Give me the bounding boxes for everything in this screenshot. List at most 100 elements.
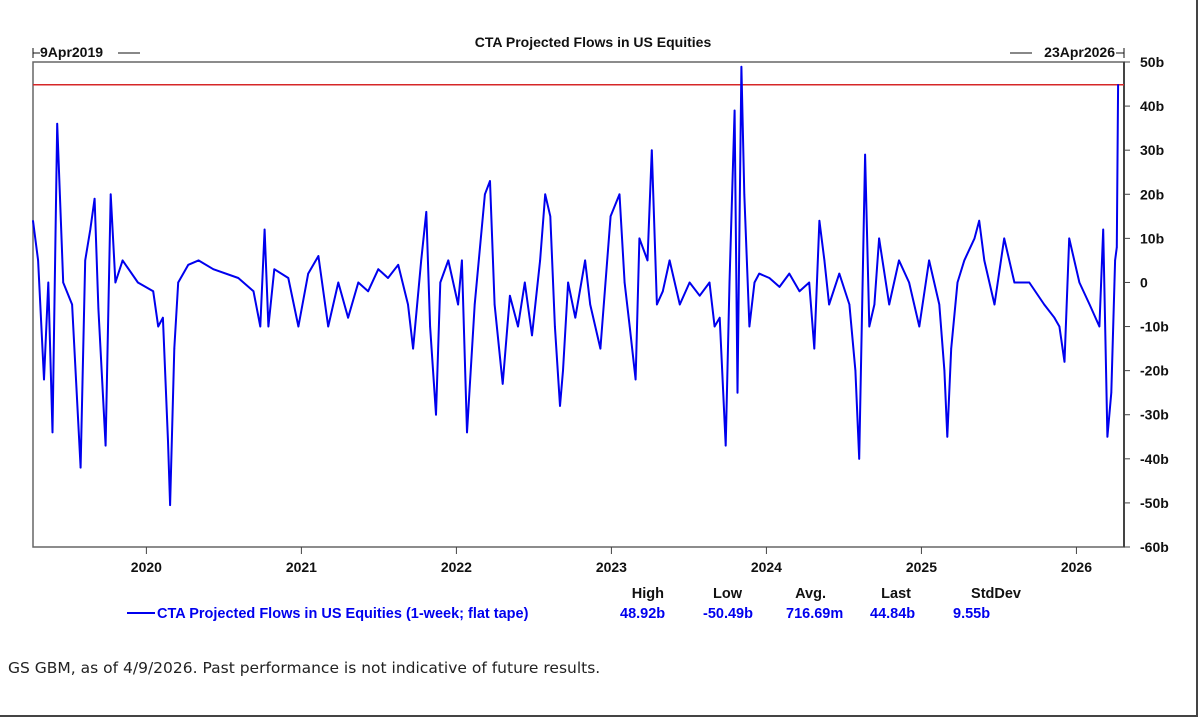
x-tick-label: 2022 — [441, 559, 472, 575]
data-point — [367, 290, 369, 293]
data-point — [1102, 228, 1104, 231]
data-point — [173, 347, 176, 350]
data-point — [646, 259, 649, 262]
data-point — [71, 303, 73, 306]
data-point — [973, 237, 976, 240]
data-point — [152, 290, 154, 293]
data-point — [1114, 259, 1116, 262]
data-point — [946, 435, 949, 438]
data-point — [104, 444, 107, 447]
data-point — [287, 277, 290, 279]
data-point — [429, 325, 431, 328]
data-point — [539, 259, 541, 262]
data-point — [493, 303, 496, 306]
data-point — [1088, 303, 1091, 306]
data-point — [447, 259, 450, 262]
data-point — [169, 504, 171, 506]
data-point — [668, 259, 671, 262]
stat-header-avg: Avg. — [795, 586, 826, 602]
data-point — [938, 303, 941, 306]
y-tick-label: -40b — [1140, 451, 1169, 467]
data-point — [317, 255, 320, 257]
data-point — [888, 303, 891, 306]
data-point — [584, 259, 586, 262]
data-point — [753, 281, 756, 284]
y-tick-label: 10b — [1140, 230, 1164, 246]
data-point — [1063, 361, 1066, 363]
data-point — [768, 277, 771, 279]
data-point — [517, 325, 519, 328]
y-tick-label: -50b — [1140, 495, 1169, 511]
start-date-label: 9Apr2019 — [40, 44, 103, 60]
y-tick-label: 20b — [1140, 186, 1164, 202]
data-point — [252, 290, 255, 293]
data-point — [928, 259, 930, 262]
data-point — [748, 325, 751, 328]
x-tick-label: 2020 — [131, 559, 162, 575]
stat-header-stddev: StdDev — [971, 586, 1021, 602]
legend: CTA Projected Flows in US Equities (1-we… — [127, 586, 1021, 622]
data-point — [678, 303, 681, 306]
data-point — [1043, 303, 1045, 306]
data-point — [357, 281, 360, 284]
y-tick-label: -20b — [1140, 363, 1169, 379]
y-tick-label: 40b — [1140, 98, 1164, 114]
y-tick-label: -30b — [1140, 407, 1169, 423]
data-point — [878, 237, 880, 240]
data-point — [412, 347, 414, 350]
data-point — [798, 290, 801, 293]
source-footnote: GS GBM, as of 4/9/2026. Past performance… — [8, 659, 601, 677]
data-point — [943, 369, 946, 372]
data-point — [397, 264, 400, 266]
data-point — [1110, 391, 1113, 394]
data-point — [728, 281, 731, 284]
data-point — [177, 281, 179, 284]
data-point — [743, 193, 746, 196]
data-point — [47, 281, 50, 284]
data-point — [1013, 281, 1016, 284]
data-point — [137, 281, 139, 284]
data-point — [237, 277, 240, 279]
data-point — [1003, 237, 1006, 240]
data-point — [425, 211, 428, 213]
data-point — [718, 316, 721, 319]
data-point — [963, 259, 966, 262]
data-point — [838, 272, 841, 275]
data-point — [559, 405, 561, 407]
data-point — [347, 316, 349, 319]
data-point — [97, 308, 100, 310]
data-point — [1098, 325, 1101, 328]
data-point — [297, 325, 300, 328]
x-tick-label: 2023 — [596, 559, 627, 575]
data-point — [121, 259, 124, 262]
x-tick-label: 2025 — [906, 559, 937, 575]
data-point — [868, 325, 871, 328]
data-point — [439, 281, 442, 284]
data-point — [873, 303, 876, 306]
data-point — [733, 109, 736, 112]
data-point — [273, 268, 276, 271]
data-point — [554, 325, 556, 328]
data-point — [788, 272, 791, 275]
stat-value-low: -50.49b — [703, 606, 753, 622]
data-point — [484, 193, 486, 196]
data-point — [818, 219, 821, 222]
data-point — [1115, 246, 1118, 248]
y-tick-label: 0 — [1140, 274, 1148, 290]
data-point — [327, 325, 329, 328]
data-point — [212, 268, 215, 271]
data-point — [848, 303, 851, 306]
data-point — [1028, 281, 1031, 284]
data-point — [708, 281, 711, 284]
data-point — [656, 303, 658, 306]
data-point — [79, 466, 82, 469]
data-point — [778, 286, 781, 288]
data-point — [509, 294, 511, 297]
data-point — [51, 431, 54, 434]
data-point — [109, 193, 112, 196]
data-point — [267, 325, 270, 328]
stat-value-last: 44.84b — [870, 606, 915, 622]
data-point — [864, 153, 866, 156]
y-tick-label: -60b — [1140, 539, 1169, 555]
data-point — [599, 347, 602, 350]
